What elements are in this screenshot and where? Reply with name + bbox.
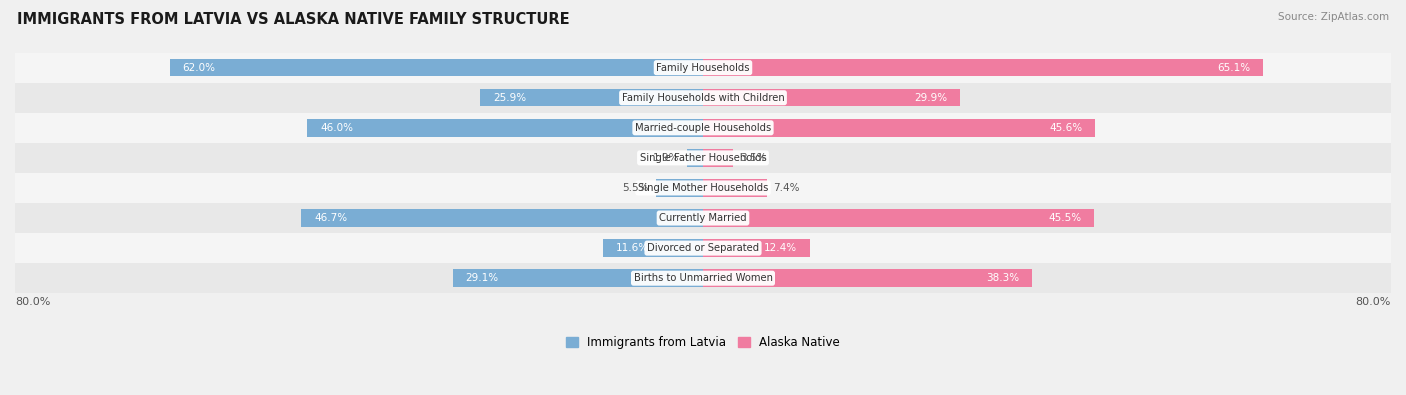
Bar <box>15 233 1391 263</box>
Bar <box>703 179 766 197</box>
Text: 46.0%: 46.0% <box>321 123 353 133</box>
Text: 29.9%: 29.9% <box>914 93 948 103</box>
Bar <box>703 149 733 167</box>
Bar <box>15 53 1391 83</box>
Text: 38.3%: 38.3% <box>987 273 1019 283</box>
Bar <box>15 203 1391 233</box>
Bar <box>15 263 1391 293</box>
Text: 29.1%: 29.1% <box>465 273 499 283</box>
Text: Single Father Households: Single Father Households <box>640 153 766 163</box>
Text: 80.0%: 80.0% <box>1355 297 1391 307</box>
Legend: Immigrants from Latvia, Alaska Native: Immigrants from Latvia, Alaska Native <box>567 336 839 349</box>
Bar <box>15 113 1391 143</box>
Text: Source: ZipAtlas.com: Source: ZipAtlas.com <box>1278 12 1389 22</box>
Bar <box>170 59 703 76</box>
Bar <box>15 83 1391 113</box>
Text: 1.9%: 1.9% <box>654 153 679 163</box>
Bar <box>703 269 1032 287</box>
Text: Married-couple Households: Married-couple Households <box>636 123 770 133</box>
Text: 65.1%: 65.1% <box>1216 63 1250 73</box>
Text: 45.6%: 45.6% <box>1049 123 1083 133</box>
Bar <box>481 89 703 106</box>
Bar <box>15 173 1391 203</box>
Text: Births to Unmarried Women: Births to Unmarried Women <box>634 273 772 283</box>
Text: 46.7%: 46.7% <box>315 213 347 223</box>
Text: Currently Married: Currently Married <box>659 213 747 223</box>
Text: 25.9%: 25.9% <box>494 93 526 103</box>
Text: 7.4%: 7.4% <box>773 183 800 193</box>
Bar <box>603 239 703 257</box>
Text: Divorced or Separated: Divorced or Separated <box>647 243 759 253</box>
Bar <box>686 149 703 167</box>
Bar <box>703 59 1263 76</box>
Bar <box>703 89 960 106</box>
Text: 3.5%: 3.5% <box>740 153 766 163</box>
Text: 62.0%: 62.0% <box>183 63 215 73</box>
Bar <box>308 119 703 137</box>
Text: 12.4%: 12.4% <box>763 243 797 253</box>
Text: 5.5%: 5.5% <box>623 183 648 193</box>
Text: 80.0%: 80.0% <box>15 297 51 307</box>
Bar <box>703 209 1094 227</box>
Bar <box>703 239 810 257</box>
Text: IMMIGRANTS FROM LATVIA VS ALASKA NATIVE FAMILY STRUCTURE: IMMIGRANTS FROM LATVIA VS ALASKA NATIVE … <box>17 12 569 27</box>
Bar <box>15 143 1391 173</box>
Text: 45.5%: 45.5% <box>1049 213 1081 223</box>
Bar <box>703 119 1095 137</box>
Bar <box>655 179 703 197</box>
Bar <box>453 269 703 287</box>
Text: Single Mother Households: Single Mother Households <box>638 183 768 193</box>
Text: Family Households with Children: Family Households with Children <box>621 93 785 103</box>
Text: 11.6%: 11.6% <box>616 243 650 253</box>
Bar <box>301 209 703 227</box>
Text: Family Households: Family Households <box>657 63 749 73</box>
